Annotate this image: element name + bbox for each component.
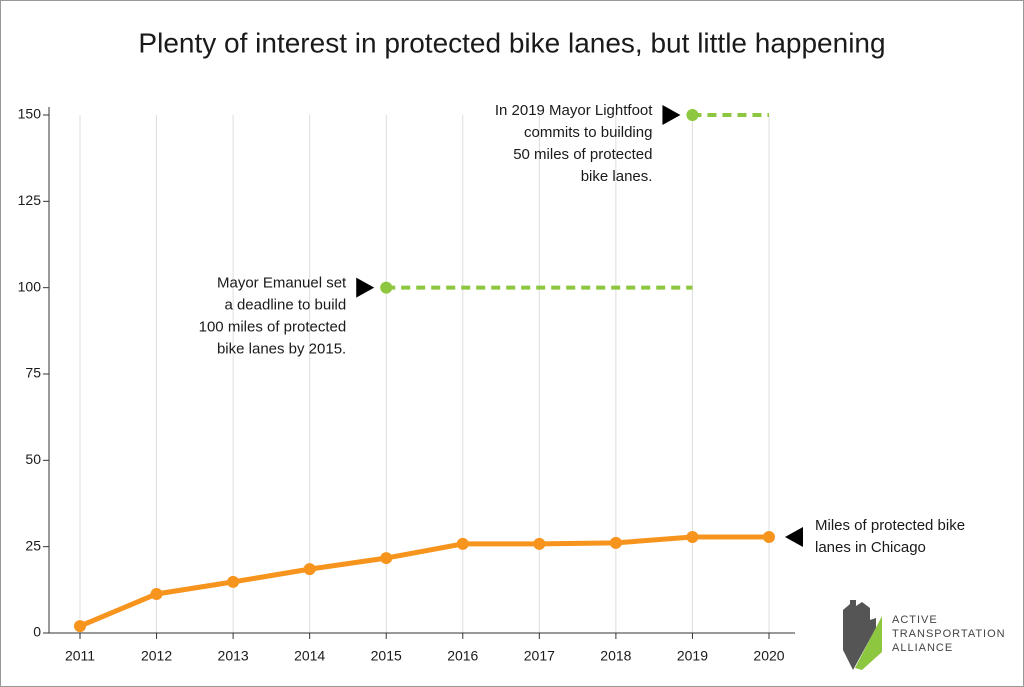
pointer	[662, 105, 681, 125]
data-point	[380, 281, 393, 294]
x-tick-label: 2014	[294, 648, 325, 664]
annotation: Mayor Emanuel set	[217, 275, 347, 292]
annotation: lanes in Chicago	[815, 539, 926, 556]
annotation: commits to building	[524, 124, 652, 141]
data-point	[533, 537, 546, 550]
data-point	[686, 109, 699, 121]
x-tick-label: 2017	[524, 648, 555, 664]
data-point	[763, 530, 775, 543]
y-tick-label: 25	[25, 537, 41, 553]
pointer	[356, 277, 375, 298]
logo-text: ACTIVE	[892, 614, 938, 626]
x-tick-label: 2013	[218, 648, 249, 664]
logo-text: ALLIANCE	[892, 642, 953, 654]
x-tick-label: 2011	[65, 648, 95, 664]
y-tick-label: 0	[33, 624, 41, 640]
data-point	[227, 575, 240, 588]
annotation: bike lanes by 2015.	[217, 341, 346, 358]
pointer	[785, 526, 803, 547]
data-point	[609, 536, 622, 549]
data-point	[150, 587, 163, 600]
y-tick-label: 100	[18, 278, 42, 294]
data-line	[79, 534, 769, 629]
x-tick-label: 2016	[447, 648, 478, 664]
logo-mark	[843, 600, 882, 670]
x-tick-label: 2020	[753, 648, 784, 664]
annotation: In 2019 Mayor Lightfoot	[495, 102, 653, 119]
y-tick-label: 125	[18, 192, 42, 208]
data-point	[74, 620, 86, 633]
annotation: 100 miles of protected	[199, 319, 347, 336]
chart-title: Plenty of interest in protected bike lan…	[138, 27, 885, 58]
y-tick-label: 150	[18, 106, 42, 122]
annotation: bike lanes.	[581, 168, 653, 185]
data-point	[303, 563, 316, 576]
y-tick-label: 50	[25, 451, 41, 467]
logo-text: TRANSPORTATION	[892, 628, 1006, 640]
x-tick-label: 2019	[677, 648, 708, 664]
data-point	[380, 552, 393, 565]
annotation: a deadline to build	[224, 297, 346, 314]
annotation: Miles of protected bike	[815, 517, 965, 534]
x-tick-label: 2012	[141, 648, 172, 664]
data-point	[686, 530, 699, 543]
annotation: 50 miles of protected	[513, 146, 652, 163]
x-tick-label: 2018	[600, 648, 631, 664]
y-tick-label: 75	[25, 365, 41, 381]
data-point	[456, 537, 469, 550]
x-tick-label: 2015	[371, 648, 402, 664]
